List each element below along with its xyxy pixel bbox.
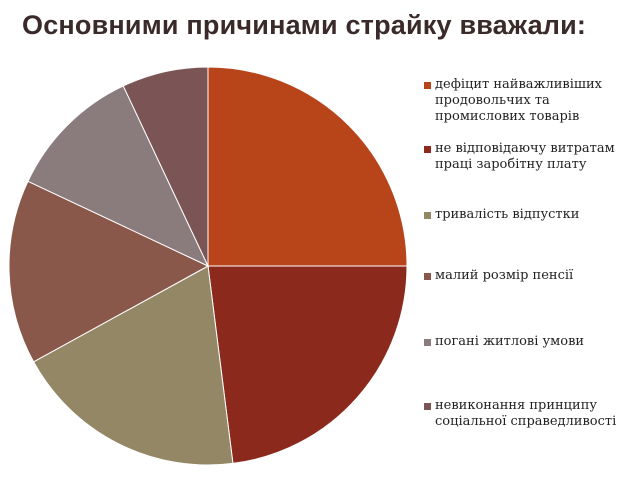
legend-item: не відповідаючу витратам праці заробітну… [424, 141, 634, 173]
legend-label: невиконання принципу соціальної справедл… [435, 398, 617, 429]
legend-label: дефіцит найважливіших продовольчих та пр… [435, 77, 602, 124]
legend-swatch [424, 273, 431, 280]
pie-slice [8, 180, 210, 363]
legend-swatch [424, 339, 431, 346]
legend-item: погані житлові умови [424, 334, 634, 350]
pie-slice [122, 66, 209, 267]
legend-item: малий розмір пенсії [424, 268, 634, 284]
legend-label: погані житлові умови [435, 334, 585, 349]
chart-title: Основними причинами страйку вважали: [22, 10, 587, 40]
legend-swatch [424, 403, 431, 410]
legend-label: малий розмір пенсії [435, 268, 574, 283]
legend-label: не відповідаючу витратам праці заробітну… [435, 141, 615, 172]
pie-slice [207, 66, 408, 267]
legend-swatch [424, 212, 431, 219]
legend-swatch [424, 82, 431, 89]
legend-item: невиконання принципу соціальної справедл… [424, 398, 634, 430]
pie-slice [27, 85, 210, 268]
legend-label: тривалість відпустки [435, 207, 580, 222]
legend-item: дефіцит найважливіших продовольчих та пр… [424, 77, 634, 125]
pie-slice [32, 265, 234, 466]
pie-slice [207, 265, 408, 464]
legend-item: тривалість відпустки [424, 207, 634, 223]
legend-swatch [424, 146, 431, 153]
